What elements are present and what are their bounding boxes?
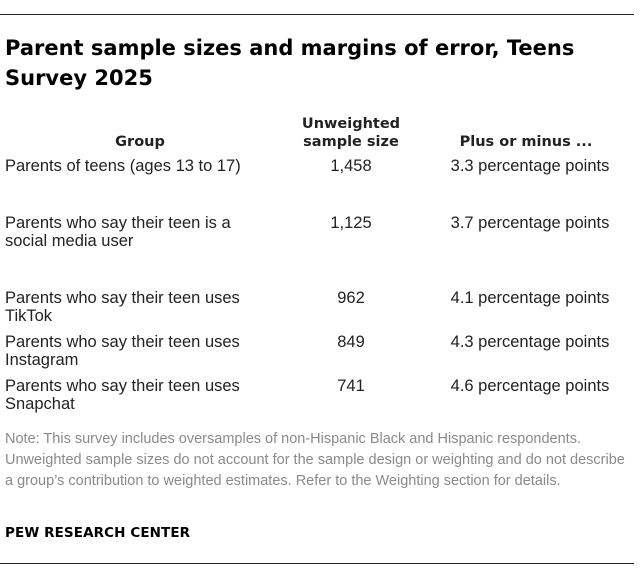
column-header-sample-size: Unweighted sample size xyxy=(301,116,401,150)
footnote: Note: This survey includes oversamples o… xyxy=(5,431,625,489)
source-credit: PEW RESEARCH CENTER xyxy=(5,525,191,541)
table-row: Parents who say their teen uses TikTok 9… xyxy=(0,289,640,333)
table-row: Parents of teens (ages 13 to 17) 1,458 3… xyxy=(0,157,640,201)
page-title: Parent sample sizes and margins of error… xyxy=(5,36,575,90)
row-margin-of-error: 4.3 percentage points xyxy=(450,333,610,351)
row-sample-size: 1,125 xyxy=(330,214,372,232)
row-group-label: Parents who say their teen uses TikTok xyxy=(5,289,240,325)
row-group-label: Parents who say their teen uses Snapchat xyxy=(5,377,240,413)
row-group-label: Parents of teens (ages 13 to 17) xyxy=(5,157,241,175)
top-rule xyxy=(0,14,634,15)
row-group-label: Parents who say their teen uses Instagra… xyxy=(5,333,240,369)
row-margin-of-error: 4.6 percentage points xyxy=(450,377,610,395)
bottom-rule xyxy=(0,563,634,564)
table-row: Parents who say their teen uses Snapchat… xyxy=(0,377,640,421)
row-sample-size: 1,458 xyxy=(330,157,372,175)
row-margin-of-error: 3.3 percentage points xyxy=(450,157,610,175)
table-row: Parents who say their teen uses Instagra… xyxy=(0,333,640,377)
column-header-margin: Plus or minus ... xyxy=(459,134,593,150)
row-sample-size: 849 xyxy=(337,333,365,351)
row-sample-size: 962 xyxy=(337,289,365,307)
row-group-label: Parents who say their teen is a social m… xyxy=(5,214,231,250)
table-row: Parents who say their teen is a social m… xyxy=(0,214,640,258)
row-margin-of-error: 4.1 percentage points xyxy=(450,289,610,307)
column-header-group: Group xyxy=(115,134,165,150)
row-margin-of-error: 3.7 percentage points xyxy=(450,214,610,232)
row-sample-size: 741 xyxy=(337,377,365,395)
